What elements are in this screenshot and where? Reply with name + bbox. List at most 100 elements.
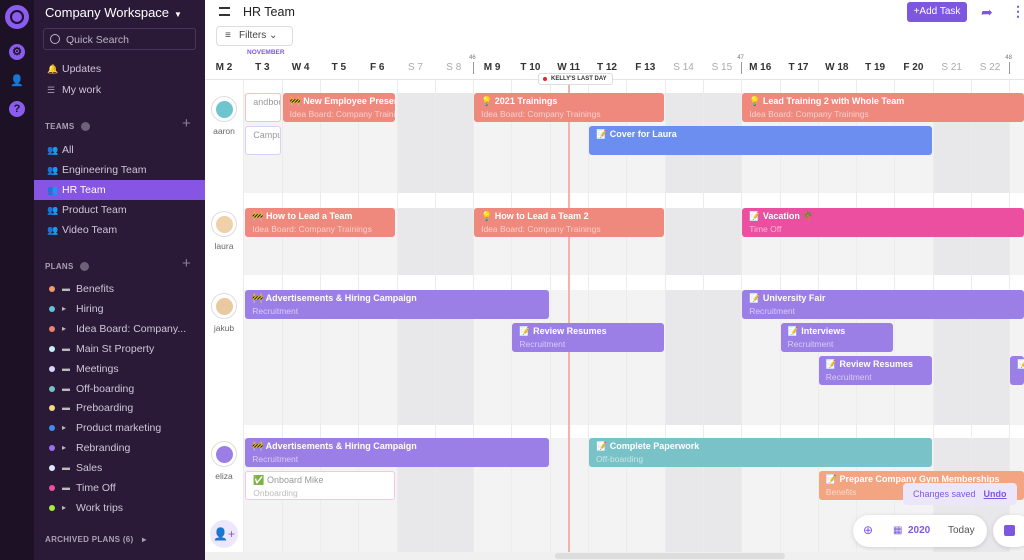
task-bar[interactable]: Campus: [245, 126, 281, 155]
plan-label: Hiring: [76, 302, 104, 315]
weekend-band: [434, 93, 474, 193]
sidebar-plan-item[interactable]: ▬ Main St Property: [34, 339, 205, 359]
sidebar-plan-item[interactable]: ▬ Sales: [34, 458, 205, 478]
task-bar[interactable]: 💡 How to Lead a Team 2 Idea Board: Compan…: [474, 208, 664, 237]
search-input[interactable]: Quick Search: [43, 28, 196, 50]
plan-label: Work trips: [76, 501, 124, 514]
plan-icon: ▬: [62, 363, 70, 373]
plan-color-dot: [49, 286, 55, 292]
task-bar[interactable]: 🚧 How to Lead a Team Idea Board: Company …: [245, 208, 396, 237]
day-label: M 9: [483, 62, 501, 73]
workspace-switcher[interactable]: Company Workspace ▼: [45, 5, 182, 20]
archived-plans[interactable]: ARCHIVED PLANS (6) ▸: [45, 535, 146, 544]
sidebar-team-item[interactable]: 👥 Video Team: [34, 220, 205, 240]
task-bar[interactable]: 📝 Cover for Laura: [589, 126, 932, 155]
gear-icon[interactable]: ⚙: [9, 44, 25, 60]
plan-label: Benefits: [76, 283, 114, 295]
year-button[interactable]: 2020: [908, 525, 931, 536]
task-bar[interactable]: 📝 Complete Paperwork Off-boarding: [589, 438, 932, 467]
task-bar[interactable]: ✅ Onboard Mike Onboarding: [245, 471, 396, 500]
workspace-name: Company Workspace: [45, 5, 170, 20]
task-bar[interactable]: 📝 University Fair Recruitment: [742, 290, 1024, 319]
avatar-image: [216, 446, 233, 463]
day-gridline: [319, 80, 321, 560]
share-icon[interactable]: ➦: [981, 4, 993, 20]
add-plan-button[interactable]: +: [182, 255, 191, 272]
info-icon[interactable]: [80, 122, 90, 132]
people-icon[interactable]: 👤: [10, 75, 24, 87]
plan-color-dot: [49, 345, 55, 352]
teams-heading: TEAMS: [45, 122, 90, 132]
task-title: 📝 Review Resumes: [825, 359, 914, 369]
day-label: F 13: [635, 62, 656, 73]
more-icon[interactable]: ⋮: [1011, 3, 1024, 19]
day-label: S 15: [711, 62, 733, 73]
task-bar[interactable]: 📝 Interviews Recruitment: [780, 323, 894, 352]
avatar[interactable]: [211, 441, 237, 467]
day-gridline: [434, 80, 436, 560]
task-bar[interactable]: 📝: [1010, 356, 1024, 385]
sidebar-plan-item[interactable]: ▬ Off-boarding: [34, 379, 205, 399]
task-plan: Recruitment: [749, 306, 796, 316]
day-gridline: [281, 80, 283, 560]
sidebar-plan-item[interactable]: ▸ Hiring: [34, 299, 205, 319]
zoom-icon[interactable]: ⊕: [863, 523, 874, 537]
task-bar[interactable]: andbook: [245, 93, 281, 122]
day-label: T 3: [255, 62, 270, 73]
sidebar-plan-item[interactable]: ▸ Idea Board: Company...: [34, 319, 205, 339]
weekend-band: [664, 290, 703, 425]
task-bar[interactable]: 💡 Lead Training 2 with Whole Team Idea Bo…: [742, 93, 1024, 122]
task-bar[interactable]: 💡 2021 Trainings Idea Board: Company Trai…: [474, 93, 664, 122]
info-icon[interactable]: [79, 262, 89, 272]
sidebar-plan-item[interactable]: ▸ Product marketing: [34, 418, 205, 438]
sidebar-plan-item[interactable]: ▬ Time Off: [34, 478, 205, 498]
sidebar-plan-item[interactable]: ▸ Rebranding: [34, 438, 205, 458]
sidebar-plan-item[interactable]: ▬ Meetings: [34, 359, 205, 379]
day-label: T 12: [596, 62, 617, 73]
sidebar-team-item[interactable]: 👥 Product Team: [34, 200, 205, 220]
help-icon[interactable]: ?: [9, 101, 25, 117]
task-title: ✅ Onboard Mike: [253, 475, 324, 485]
sidebar-team-item[interactable]: 👥 All: [34, 140, 205, 160]
expand-caret-icon: ▸: [62, 502, 67, 512]
add-team-button[interactable]: +: [182, 115, 191, 132]
add-task-button[interactable]: +Add Task: [907, 2, 967, 22]
weekend-band: [664, 208, 703, 275]
day-gridline: [779, 80, 781, 560]
sidebar-plan-item[interactable]: ▬ Benefits: [34, 279, 205, 299]
timeline-toolbar: ⊕ ▦ 2020 Today: [853, 515, 987, 547]
sidebar-plan-item[interactable]: ▬ Preboarding: [34, 398, 205, 418]
task-bar[interactable]: 🚧 Advertisements & Hiring Campaign Recrui…: [245, 438, 549, 467]
expand-caret-icon: ▸: [62, 423, 67, 433]
sidebar-team-item[interactable]: 👥 HR Team: [34, 180, 205, 200]
week-divider: [741, 62, 743, 74]
task-bar[interactable]: 📝 Vacation 🌴 Time Off: [742, 208, 1024, 237]
app-logo[interactable]: [5, 5, 29, 29]
scroll-thumb[interactable]: [555, 553, 785, 559]
plan-label: Idea Board: Company...: [76, 322, 187, 335]
nav-my-work[interactable]: ☰ My work: [34, 80, 205, 100]
menu-icon[interactable]: [219, 7, 230, 16]
avatar[interactable]: [211, 293, 237, 319]
undo-link[interactable]: Undo: [983, 489, 1007, 499]
plan-icon: ▬: [62, 343, 70, 353]
task-bar[interactable]: 🚧 Advertisements & Hiring Campaign Recrui…: [245, 290, 549, 319]
horizontal-scrollbar[interactable]: [205, 552, 1024, 560]
nav-updates[interactable]: 🔔 Updates: [34, 59, 205, 79]
plan-label: Preboarding: [76, 402, 134, 415]
filters-button[interactable]: Filters ⌄: [216, 26, 293, 46]
today-button[interactable]: Today: [948, 525, 975, 536]
add-person-button[interactable]: 👤+: [210, 520, 238, 548]
task-bar[interactable]: 📝 Review Resumes Recruitment: [818, 356, 932, 385]
task-title: 📝 Review Resumes: [519, 326, 607, 336]
chevron-right-icon: ▸: [142, 535, 147, 544]
avatar[interactable]: [211, 96, 237, 122]
task-bar[interactable]: 📝 Review Resumes Recruitment: [512, 323, 664, 352]
calendar-icon[interactable]: ▦: [893, 525, 903, 536]
sidebar-team-item[interactable]: 👥 Engineering Team: [34, 160, 205, 180]
sidebar-plan-item[interactable]: ▸ Work trips: [34, 498, 205, 518]
task-bar[interactable]: 🚧 New Employee Presentation Idea Board: C…: [282, 93, 396, 122]
plan-color-dot: [49, 305, 55, 312]
avatar[interactable]: [211, 211, 237, 237]
archive-button[interactable]: [993, 515, 1024, 547]
